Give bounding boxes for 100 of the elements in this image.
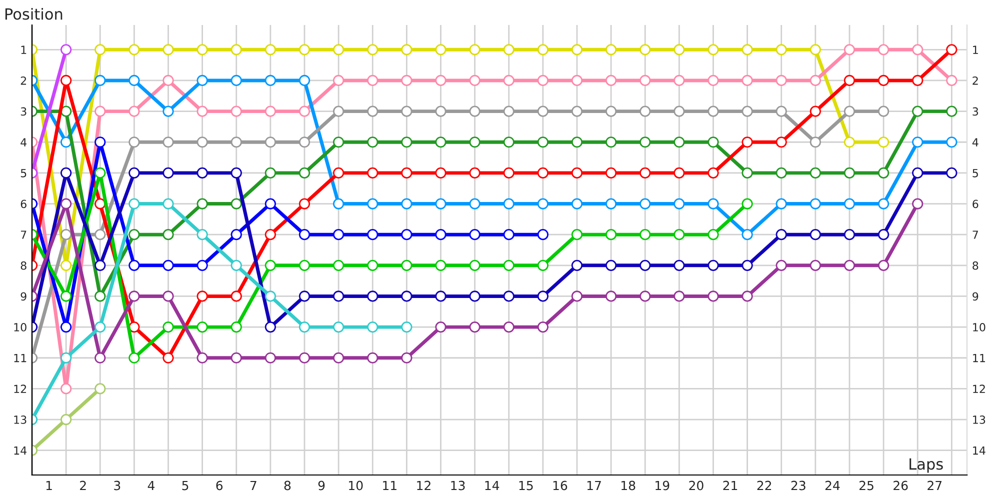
point [844,136,856,148]
point [537,167,548,178]
point [844,198,856,210]
point [674,198,685,210]
point [94,383,106,394]
point [94,136,106,148]
point [776,198,787,210]
point [230,322,242,333]
x-tick-label: 7 [250,480,256,490]
point [571,74,583,86]
x-tick-label: 4 [148,480,154,490]
point [503,136,514,148]
point [878,167,890,178]
point [674,74,685,86]
y-tick-label: 2 [20,76,26,85]
point [333,290,344,302]
point [298,229,310,240]
point [503,322,514,333]
point [60,106,72,117]
point [946,136,958,148]
y-tick-label: 7 [20,230,26,239]
point [264,322,276,333]
point [196,290,208,302]
point [605,74,617,86]
point [94,198,106,210]
point [503,290,514,302]
x-tick-label: 13 [451,480,465,490]
point [844,106,856,117]
point [401,44,412,56]
point [640,260,651,271]
point [333,167,344,178]
point [128,198,140,210]
point [435,229,446,240]
point [162,44,174,56]
point [435,260,446,271]
point [640,198,651,210]
x-tick-label: 19 [656,480,670,490]
point [128,352,140,364]
point [537,322,548,333]
point [401,290,412,302]
point [878,229,890,240]
point [810,74,821,86]
point [469,74,480,86]
point [776,229,787,240]
x-tick-label: 14 [485,480,500,490]
point [401,260,412,271]
y2-tick-label: 4 [972,138,978,146]
point [776,260,787,271]
point [503,44,514,56]
y-tick-label: 5 [20,169,26,178]
y-tick-label: 6 [20,200,26,208]
point [333,136,344,148]
x-tick-label: 20 [689,480,704,490]
y2-tick-label: 1 [973,46,978,54]
point [333,229,344,240]
point [674,260,685,271]
point [878,44,890,56]
point [810,167,821,178]
point [230,106,242,117]
point [912,44,924,56]
point [367,198,378,210]
point [367,229,378,240]
point [708,74,719,86]
point [537,74,548,86]
point [230,229,242,240]
y2-tick-label: 12 [973,384,985,393]
point [537,290,548,302]
x-tick-label: 11 [383,480,396,490]
point [571,260,583,271]
point [912,136,924,148]
point [503,229,514,240]
y-tick-label: 11 [14,354,26,362]
point [162,74,174,86]
point [844,167,856,178]
point [298,106,310,117]
point [264,136,276,148]
point [60,352,72,364]
point [844,74,856,86]
point [708,290,719,302]
point [742,290,753,302]
point [94,44,106,56]
point [230,167,242,178]
point [298,198,310,210]
point [230,198,242,210]
point [878,106,890,117]
y-tick-label: 12 [14,384,26,393]
point [742,136,753,148]
point [264,167,276,178]
point [469,136,480,148]
point [946,167,958,178]
point [503,260,514,271]
point [605,260,617,271]
point [367,352,378,364]
point [60,260,72,271]
x-tick-label: 22 [757,480,772,490]
point [912,74,924,86]
point [605,290,617,302]
point [776,106,787,117]
point [230,290,242,302]
point [742,106,753,117]
